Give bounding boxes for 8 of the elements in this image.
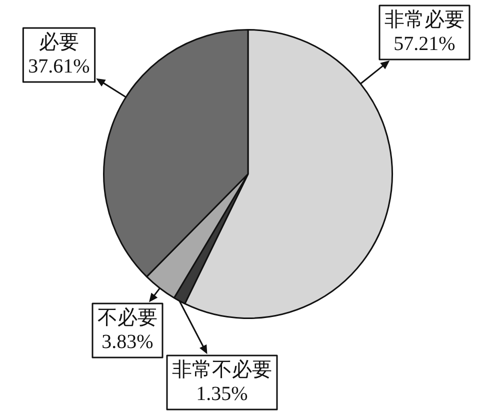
slice-label: 不必要 bbox=[98, 306, 158, 329]
data-label: 1.35% bbox=[196, 382, 248, 405]
data-label: 3.83% bbox=[102, 330, 154, 353]
data-label: 57.21% bbox=[394, 32, 456, 55]
slice-label: 非常必要 bbox=[384, 8, 464, 31]
data-label: 37.61% bbox=[28, 55, 90, 78]
slice-label: 必要 bbox=[39, 31, 79, 54]
slice-label: 非常不必要 bbox=[172, 358, 272, 381]
